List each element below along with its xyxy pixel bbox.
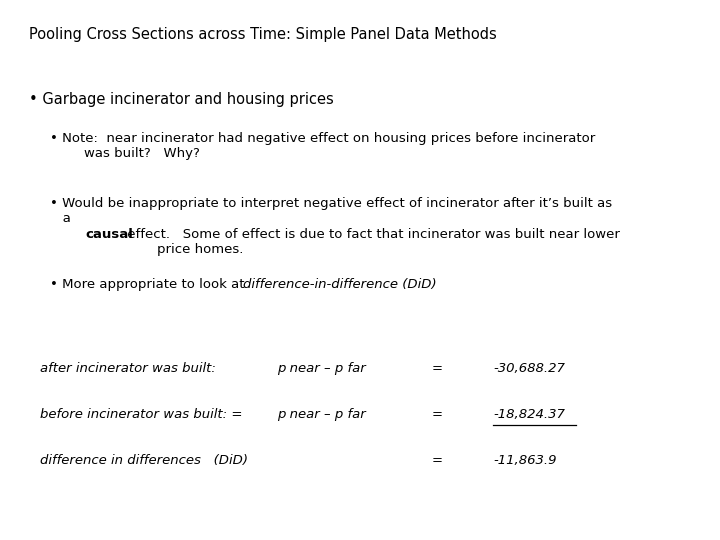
- Text: • Note:  near incinerator had negative effect on housing prices before incinerat: • Note: near incinerator had negative ef…: [50, 132, 595, 160]
- Text: =: =: [432, 362, 443, 375]
- Text: =: =: [432, 454, 443, 467]
- Text: -30,688.27: -30,688.27: [493, 362, 565, 375]
- Text: p near – p far: p near – p far: [277, 362, 366, 375]
- Text: difference-in-difference (DiD): difference-in-difference (DiD): [243, 278, 437, 291]
- Text: effect.   Some of effect is due to fact that incinerator was built near lower
  : effect. Some of effect is due to fact th…: [123, 228, 620, 256]
- Text: -18,824.37: -18,824.37: [493, 408, 565, 421]
- Text: =: =: [432, 408, 443, 421]
- Text: • Would be inappropriate to interpret negative effect of incinerator after it’s : • Would be inappropriate to interpret ne…: [50, 197, 613, 225]
- Text: causal: causal: [85, 228, 132, 241]
- Text: • Garbage incinerator and housing prices: • Garbage incinerator and housing prices: [29, 92, 333, 107]
- Text: after incinerator was built:: after incinerator was built:: [40, 362, 215, 375]
- Text: before incinerator was built: =: before incinerator was built: =: [40, 408, 242, 421]
- Text: p near – p far: p near – p far: [277, 408, 366, 421]
- Text: -11,863.9: -11,863.9: [493, 454, 557, 467]
- Text: Pooling Cross Sections across Time: Simple Panel Data Methods: Pooling Cross Sections across Time: Simp…: [29, 27, 497, 42]
- Text: • More appropriate to look at: • More appropriate to look at: [50, 278, 249, 291]
- Text: difference in differences   (DiD): difference in differences (DiD): [40, 454, 248, 467]
